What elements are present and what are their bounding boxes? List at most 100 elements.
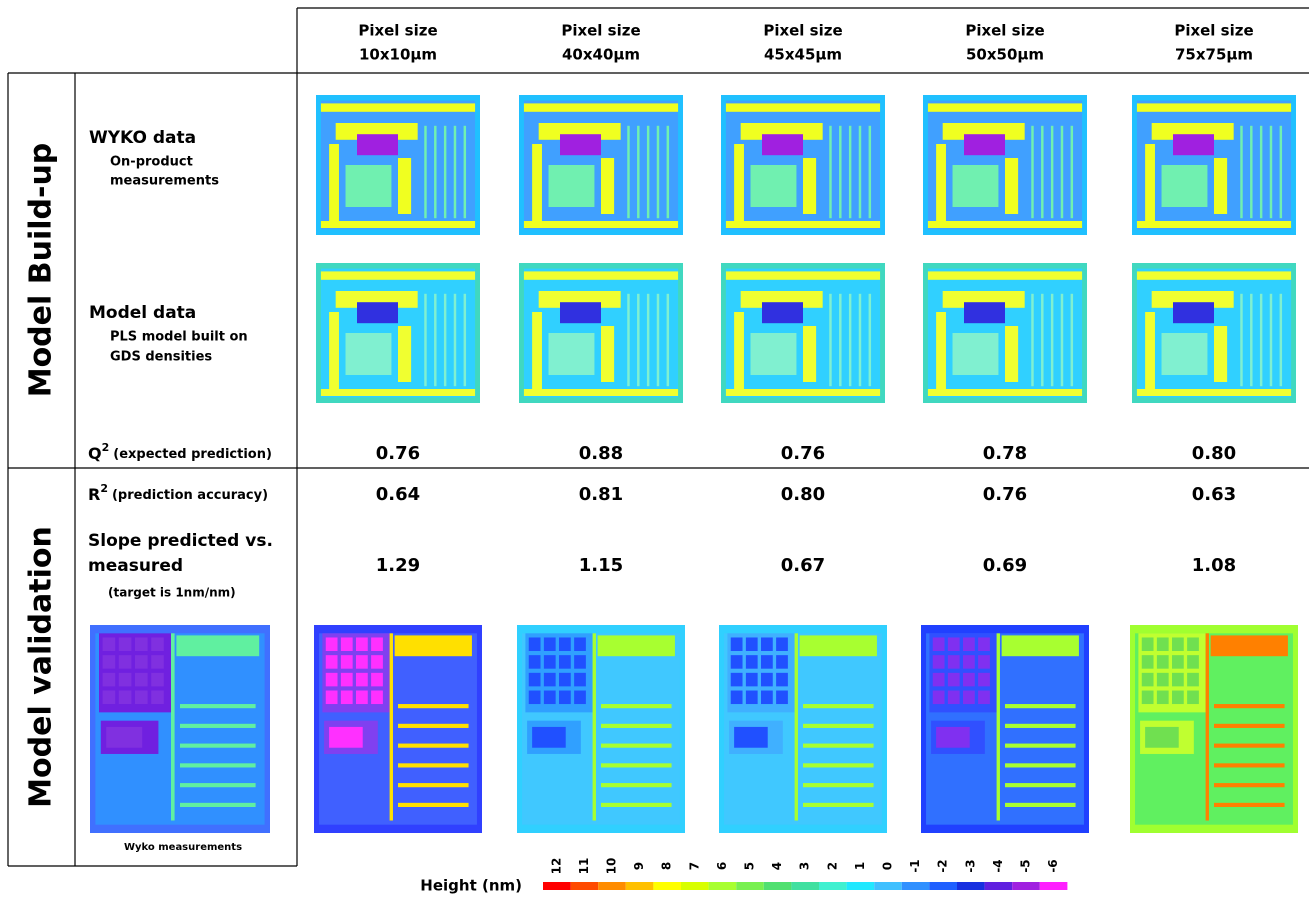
heatmap-region [1041, 125, 1044, 219]
heatmap-region [1031, 125, 1034, 219]
heatmap-region [340, 637, 353, 651]
metric-symbol: Q [88, 444, 102, 463]
colorbar-swatch [653, 882, 681, 890]
heatmap-region [803, 158, 817, 214]
heatmap-region [637, 293, 640, 387]
heatmap-region [803, 704, 874, 709]
heatmap-region [1005, 723, 1076, 728]
heatmap-region [574, 637, 586, 651]
column-header: 40x40µm [562, 46, 640, 64]
section-label: Model validation [24, 526, 59, 808]
heatmap-region [434, 293, 437, 387]
heatmap-region [180, 704, 256, 709]
colorbar-swatch [681, 882, 709, 890]
heatmap-region [389, 633, 393, 821]
heatmap-image [517, 625, 685, 833]
heatmap-region [371, 637, 383, 651]
heatmap-region [1156, 672, 1169, 687]
colorbar-label: 10 [605, 858, 619, 875]
heatmap-region [102, 655, 116, 669]
heatmap-region [106, 726, 143, 748]
heatmap-region [180, 802, 256, 807]
heatmap-region [1250, 125, 1253, 219]
metric-value: 1.08 [1192, 555, 1236, 576]
heatmap-region [725, 221, 881, 228]
heatmap-region [180, 763, 256, 768]
row-title: Model data [89, 303, 196, 323]
heatmap-region [1161, 165, 1208, 207]
heatmap-image [1130, 625, 1298, 833]
heatmap-region [996, 633, 1000, 821]
heatmap-region [839, 293, 842, 387]
row-label: Q2 (expected prediction) [88, 441, 272, 463]
metric-value: 0.64 [376, 484, 420, 505]
heatmap-region [180, 783, 256, 788]
heatmap-region [559, 637, 571, 651]
heatmap-image [519, 95, 683, 235]
heatmap-region [325, 655, 338, 669]
colorbar-swatch [901, 882, 930, 890]
row-title: WYKO data [89, 128, 196, 148]
heatmap-region [839, 125, 842, 219]
heatmap-region [637, 125, 640, 219]
heatmap-region [1161, 333, 1208, 375]
heatmap-region [803, 326, 817, 382]
heatmap-region [340, 655, 353, 669]
heatmap-region [443, 293, 447, 387]
colorbar-swatch [957, 882, 985, 890]
heatmap-region [646, 293, 650, 387]
colorbar-label: 9 [632, 862, 646, 870]
heatmap-region [963, 637, 975, 651]
colorbar-swatch [625, 882, 654, 890]
heatmap-region [1005, 783, 1076, 788]
heatmap-image [921, 625, 1089, 833]
heatmap-region [532, 726, 566, 748]
heatmap-region [1172, 672, 1184, 687]
heatmap-region [952, 165, 999, 207]
heatmap-region [1214, 783, 1285, 788]
heatmap-region [761, 672, 773, 687]
metric-value: 0.76 [781, 443, 825, 464]
heatmap-region [1041, 293, 1044, 387]
heatmap-region [1136, 271, 1292, 280]
heatmap-region [963, 655, 975, 669]
heatmap-region [356, 655, 368, 669]
colorbar-label: 5 [743, 862, 757, 870]
heatmap-region [734, 144, 744, 221]
heatmap-region [532, 312, 542, 389]
metric-value: 0.88 [579, 443, 623, 464]
heatmap-region [1187, 690, 1199, 705]
heatmap-region [398, 783, 469, 788]
colorbar-swatch [1012, 882, 1040, 890]
heatmap-image [316, 95, 480, 235]
heatmap-region [320, 221, 476, 228]
heatmap-region [858, 293, 862, 387]
image-caption: Wyko measurements [124, 842, 242, 853]
heatmap-region [729, 762, 790, 815]
heatmap-region [371, 690, 383, 705]
heatmap-region [803, 763, 874, 768]
heatmap-region [1279, 125, 1283, 219]
column-header: Pixel size [561, 22, 640, 40]
heatmap-region [180, 660, 256, 694]
heatmap-region [325, 672, 338, 687]
heatmap-region [463, 125, 467, 219]
colorbar-swatch [791, 882, 819, 890]
heatmap-region [398, 704, 469, 709]
heatmap-region [803, 743, 874, 748]
heatmap-region [730, 690, 743, 705]
heatmap-region [1145, 144, 1155, 221]
heatmap-region [666, 125, 670, 219]
heatmap-region [725, 389, 881, 396]
heatmap-region [543, 690, 556, 705]
heatmap-region [1259, 125, 1263, 219]
heatmap-region [523, 103, 679, 112]
heatmap-region [453, 293, 457, 387]
heatmap-region [656, 125, 660, 219]
heatmap-region [1214, 704, 1285, 709]
heatmap-region [1214, 802, 1285, 807]
heatmap-region [102, 690, 116, 705]
heatmap-region [118, 672, 132, 687]
heatmap-region [329, 726, 363, 748]
heatmap-region [543, 672, 556, 687]
